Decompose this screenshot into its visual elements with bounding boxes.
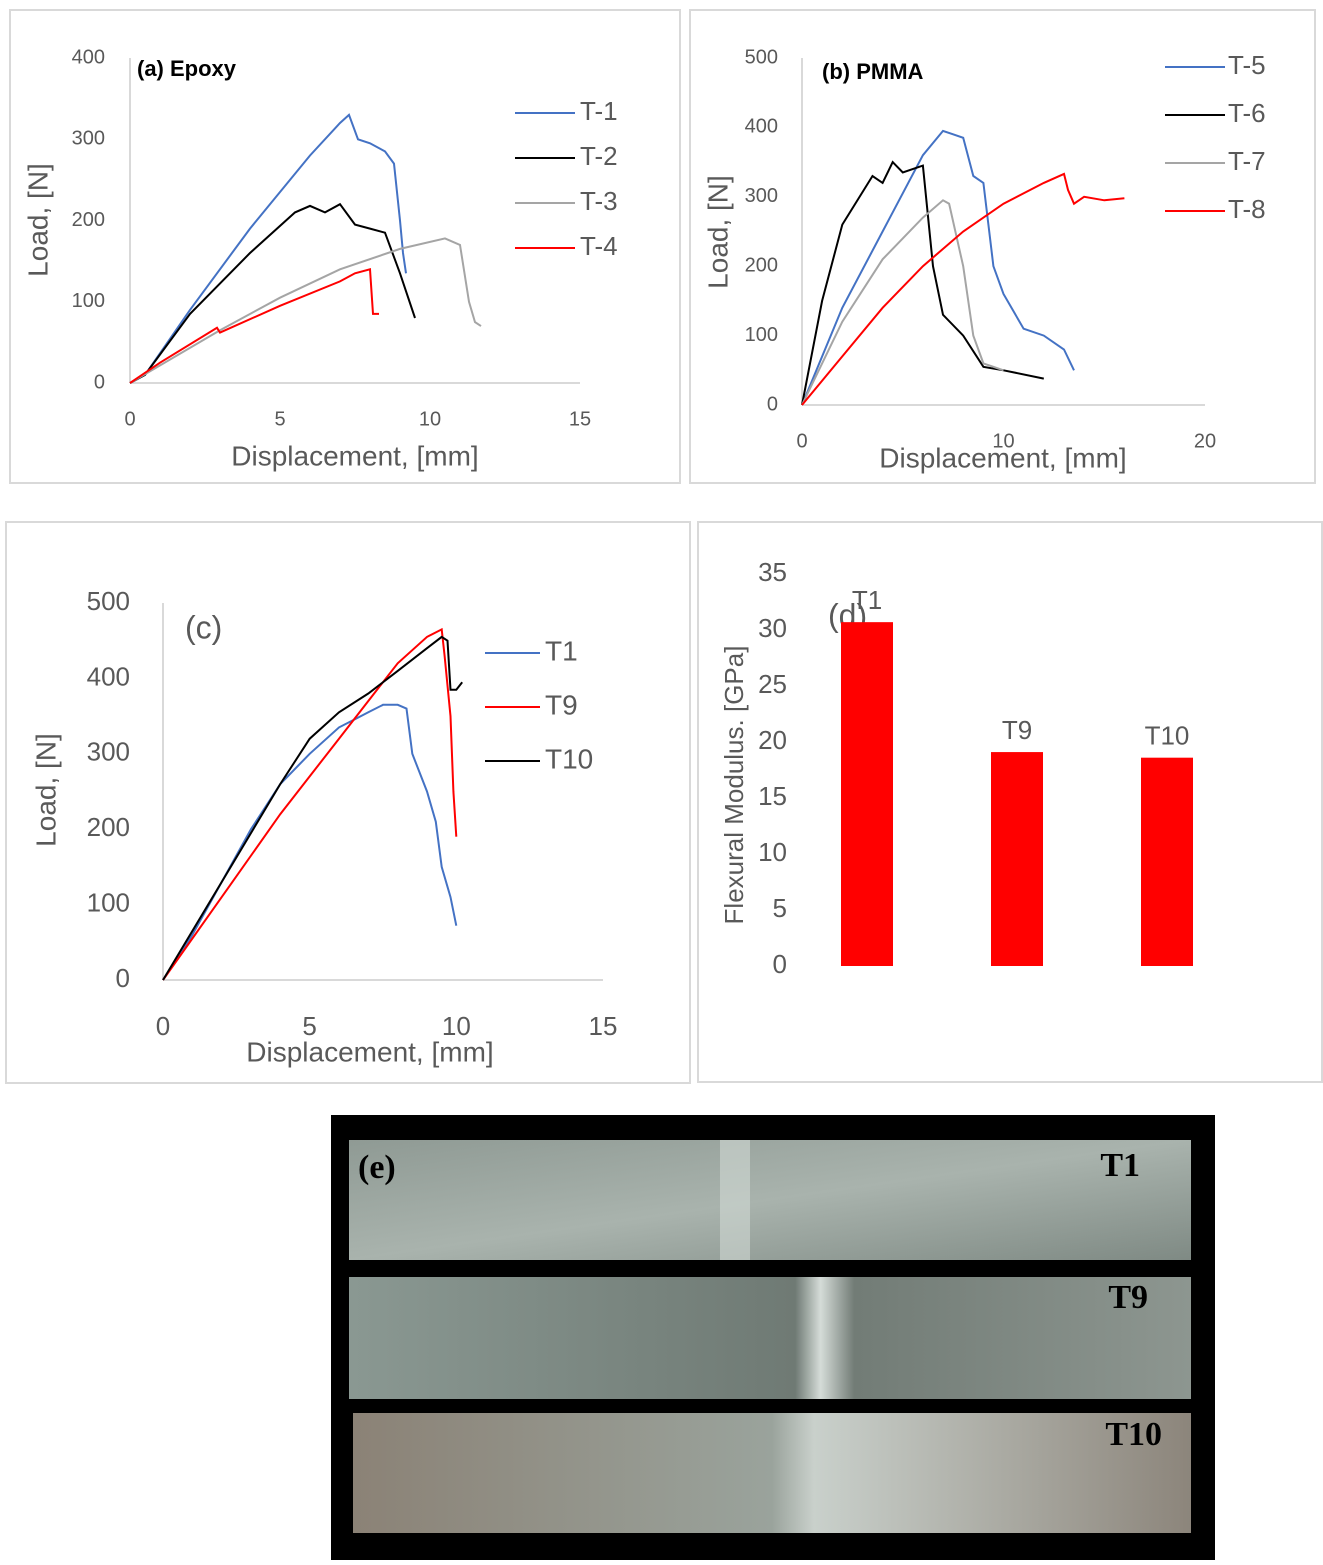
x-tick-label: 0 <box>796 430 807 452</box>
specimen-label: T10 <box>1105 1416 1162 1453</box>
panel-border <box>689 9 1316 484</box>
specimen-photo <box>353 1413 1191 1533</box>
bar-label: T9 <box>1002 715 1032 745</box>
legend-label: T-3 <box>580 186 618 216</box>
y-tick-label: 100 <box>72 290 105 312</box>
specimen-photo <box>349 1277 1191 1399</box>
x-tick-label: 10 <box>419 408 441 430</box>
x-tick-label: 0 <box>156 1011 170 1041</box>
data-line <box>801 172 1125 406</box>
x-tick-label: 15 <box>589 1011 618 1041</box>
x-tick-label: 5 <box>274 408 285 430</box>
legend-label: T9 <box>545 689 578 720</box>
photo-panel: (e) T1 T9 T10 <box>331 1115 1215 1560</box>
bar <box>841 622 893 966</box>
x-tick-label: 15 <box>569 408 591 430</box>
y-tick-label: 300 <box>87 737 130 767</box>
panel-border <box>9 9 681 484</box>
y-tick-label: 400 <box>745 116 778 138</box>
legend-label: T-1 <box>580 96 618 126</box>
y-tick-label: 400 <box>87 661 130 691</box>
legend-label: T1 <box>545 635 578 666</box>
y-tick-label: 200 <box>745 254 778 276</box>
y-tick-label: 15 <box>758 781 787 811</box>
data-line <box>129 202 416 384</box>
x-axis-label: Displacement, [mm] <box>231 440 478 471</box>
y-tick-label: 300 <box>745 185 778 207</box>
data-line <box>801 160 1045 406</box>
y-tick-label: 5 <box>773 893 787 923</box>
photo-label: (e) <box>358 1149 396 1186</box>
y-tick-label: 200 <box>72 209 105 231</box>
x-axis-label: Displacement, [mm] <box>879 442 1126 473</box>
legend-label: T-6 <box>1228 98 1266 128</box>
y-tick-label: 100 <box>745 324 778 346</box>
data-line <box>801 129 1075 406</box>
panel-border <box>5 521 691 1084</box>
y-tick-label: 35 <box>758 557 787 587</box>
data-line <box>801 199 1004 406</box>
y-tick-label: 500 <box>87 586 130 616</box>
data-line <box>129 237 482 384</box>
chart-title: (a) Epoxy <box>137 56 237 81</box>
y-tick-label: 20 <box>758 725 787 755</box>
y-axis-label: Load, [N] <box>702 175 733 289</box>
legend-label: T10 <box>545 743 593 774</box>
bar-label: T1 <box>852 585 882 615</box>
y-axis-label: Load, [N] <box>22 163 53 277</box>
legend-label: T-8 <box>1228 194 1266 224</box>
bar <box>1141 757 1193 966</box>
fracture-line <box>720 1140 750 1260</box>
y-tick-label: 100 <box>87 887 130 917</box>
y-tick-label: 200 <box>87 812 130 842</box>
x-tick-label: 5 <box>302 1011 316 1041</box>
data-line <box>129 113 407 384</box>
legend-label: T-4 <box>580 231 618 261</box>
data-line <box>162 627 458 981</box>
data-line <box>162 703 458 981</box>
y-tick-label: 400 <box>72 46 105 68</box>
specimen-photo <box>349 1140 1191 1260</box>
x-tick-label: 10 <box>992 430 1014 452</box>
chart-title: (c) <box>185 609 222 645</box>
y-tick-label: 0 <box>94 371 105 393</box>
y-tick-label: 0 <box>773 949 787 979</box>
legend-label: T-5 <box>1228 50 1266 80</box>
y-axis-label: Flexural Modulus. [GPa] <box>719 646 749 925</box>
data-line <box>162 635 463 981</box>
panel-border <box>697 521 1323 1083</box>
legend-label: T-7 <box>1228 146 1266 176</box>
y-tick-label: 10 <box>758 837 787 867</box>
data-line <box>129 268 379 384</box>
y-tick-label: 25 <box>758 669 787 699</box>
x-tick-label: 0 <box>124 408 135 430</box>
bar <box>991 752 1043 966</box>
x-tick-label: 10 <box>442 1011 471 1041</box>
y-axis-label: Load, [N] <box>30 733 61 847</box>
y-tick-label: 300 <box>72 128 105 150</box>
x-axis-label: Displacement, [mm] <box>246 1036 493 1067</box>
x-tick-label: 20 <box>1194 430 1216 452</box>
y-tick-label: 500 <box>745 46 778 68</box>
specimen-label: T9 <box>1108 1279 1148 1316</box>
y-tick-label: 0 <box>116 963 130 993</box>
y-tick-label: 0 <box>767 393 778 415</box>
bar-label: T10 <box>1145 721 1190 751</box>
y-tick-label: 30 <box>758 613 787 643</box>
legend-label: T-2 <box>580 141 618 171</box>
specimen-label: T1 <box>1100 1147 1140 1184</box>
chart-title: (b) PMMA <box>822 59 924 84</box>
